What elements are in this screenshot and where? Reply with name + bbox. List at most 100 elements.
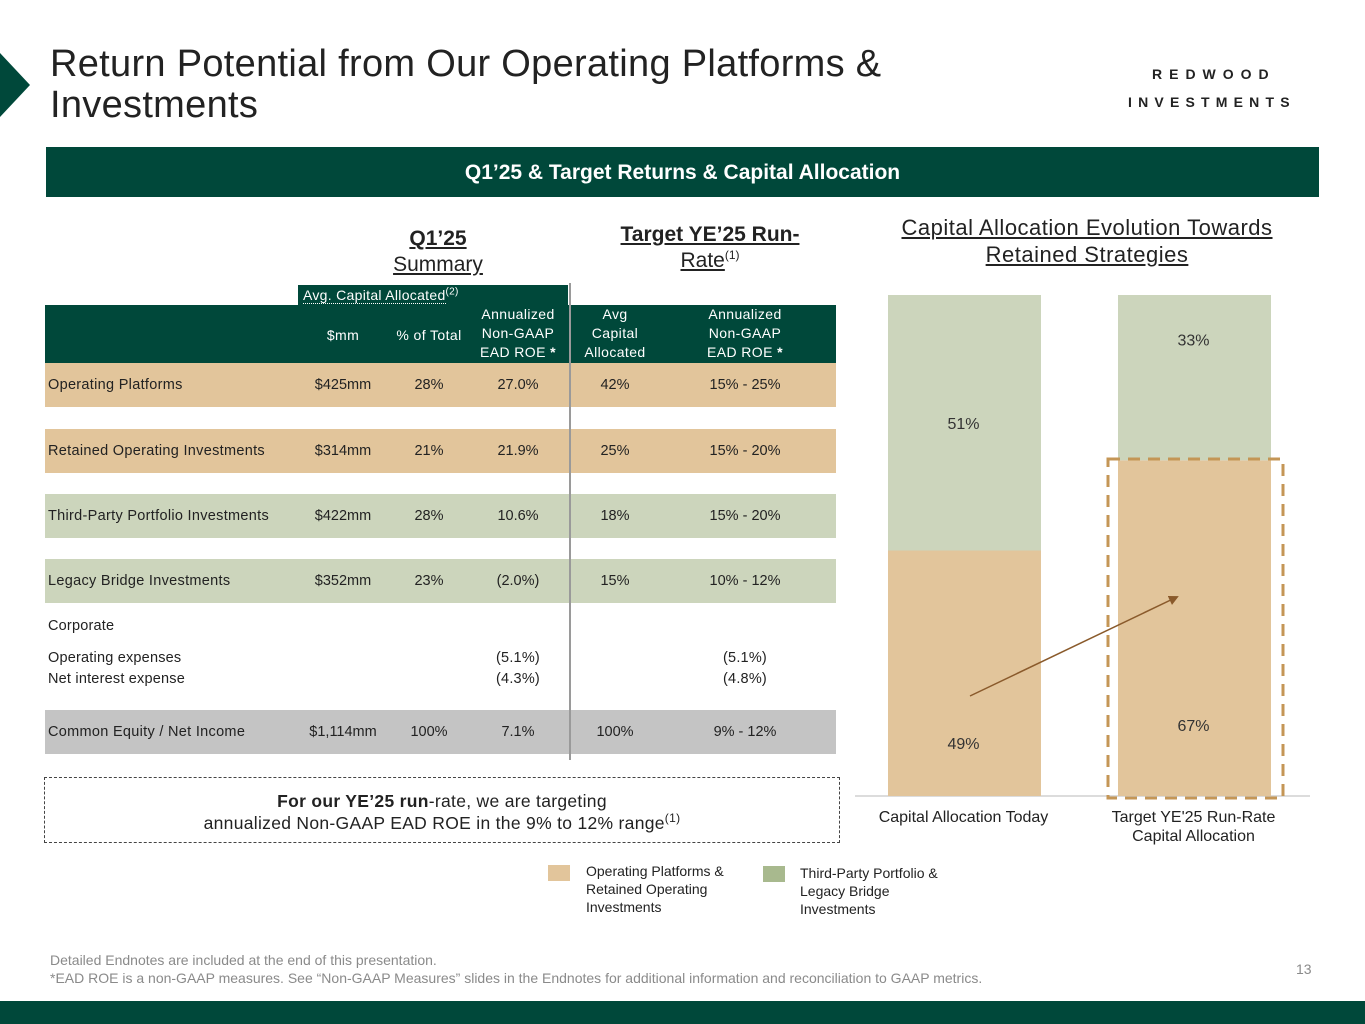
growth-arrow-icon <box>969 595 1179 697</box>
column-separator <box>569 283 571 760</box>
row-avg: 42% <box>600 377 630 393</box>
header-roe-line-3: EAD ROE <box>480 344 546 360</box>
row-pct: 21% <box>414 443 444 459</box>
header-avg-line-2: Capital <box>591 325 639 341</box>
row-target: 15% - 20% <box>709 508 781 524</box>
row-roe: (2.0%) <box>496 573 540 589</box>
target-heading-line-2: Rate <box>680 249 725 272</box>
target-note-box: For our YE’25 run-rate, we are targeting… <box>44 777 840 843</box>
header-roe-star: * <box>550 344 556 360</box>
q1-heading-line-2: Summary <box>393 253 483 276</box>
page-title: Return Potential from Our Operating Plat… <box>50 43 882 126</box>
chart-title: Capital Allocation Evolution Towards Ret… <box>901 215 1273 267</box>
header-troe-line-3: EAD ROE <box>707 344 773 360</box>
note-rest: -rate, we are targeting <box>428 791 607 811</box>
row-pct: 100% <box>410 724 448 740</box>
row-avg: 100% <box>596 724 634 740</box>
row-mm: $352mm <box>314 573 372 589</box>
header-troe-line-2: Non-GAAP <box>708 325 782 341</box>
header-avg-line-3: Allocated <box>584 344 646 360</box>
row-roe: 10.6% <box>497 508 539 524</box>
row-mm: $1,114mm <box>309 724 377 740</box>
legend-b-line-1: Third-Party Portfolio & <box>800 865 938 881</box>
row-avg: 15% <box>600 573 630 589</box>
page-number: 13 <box>1296 961 1312 977</box>
category-label-1-1: Capital Allocation <box>1132 828 1255 845</box>
table-row-third-party: Third-Party Portfolio Investments $422mm… <box>45 494 836 538</box>
footnote-line-2: *EAD ROE is a non-GAAP measures. See “No… <box>50 970 983 986</box>
header-roe-line-2: Non-GAAP <box>481 325 555 341</box>
logo-line-2: INVESTMENTS <box>1128 94 1296 110</box>
section-banner: Q1’25 & Target Returns & Capital Allocat… <box>46 147 1319 197</box>
header-roe-line-1: Annualized <box>481 306 555 322</box>
bar-1-series-1 <box>1118 295 1271 461</box>
row-roe: 27.0% <box>497 377 539 393</box>
header-target-roe: Annualized Non-GAAP EAD ROE * <box>685 305 805 362</box>
row-target: 15% - 20% <box>709 443 781 459</box>
category-label-0-0: Capital Allocation Today <box>879 809 1049 826</box>
note-bold: For our YE’25 run <box>277 791 429 811</box>
interest-target: (4.8%) <box>723 671 767 687</box>
table-row-total: Common Equity / Net Income $1,114mm 100%… <box>45 710 836 754</box>
row-label: Common Equity / Net Income <box>48 724 246 740</box>
logo-line-1: REDWOOD <box>1152 66 1276 82</box>
row-mm: $425mm <box>314 377 372 393</box>
row-avg: 18% <box>600 508 630 524</box>
legend-swatch-third-party <box>763 866 785 882</box>
footer-bar <box>0 1001 1365 1024</box>
legend-swatch-operating <box>548 865 570 881</box>
legend-b-line-3: Investments <box>800 901 876 917</box>
header-annualized-roe: Annualized Non-GAAP EAD ROE * <box>473 305 563 362</box>
footnotes: Detailed Endnotes are included at the en… <box>50 951 982 987</box>
bar-0-series-1 <box>888 295 1041 551</box>
title-arrow-icon <box>0 53 30 117</box>
legend-a-line-1: Operating Platforms & <box>586 863 724 879</box>
header-pct-total: % of Total <box>396 327 462 343</box>
row-target: 15% - 25% <box>709 377 781 393</box>
header-avg-capital: Avg Capital Allocated <box>570 305 660 362</box>
bar-label-1-0: 67% <box>1177 718 1209 735</box>
legend-label-third-party: Third-Party Portfolio & Legacy Bridge In… <box>800 864 938 918</box>
legend-a-line-3: Investments <box>586 899 662 915</box>
category-label-1-0: Target YE'25 Run-Rate <box>1112 809 1276 826</box>
table-row-retained-operating: Retained Operating Investments $314mm 21… <box>45 429 836 473</box>
row-target: 10% - 12% <box>709 573 781 589</box>
avg-capital-group-header: Avg. Capital Allocated(2) <box>298 285 568 306</box>
opex-label: Operating expenses <box>48 650 182 666</box>
q1-summary-heading: Q1’25 Summary <box>368 226 508 278</box>
bar-label-1-1: 33% <box>1177 333 1209 350</box>
target-heading-line-1: Target YE’25 Run- <box>620 223 800 246</box>
row-pct: 23% <box>414 573 444 589</box>
company-logo: REDWOOD INVESTMENTS <box>1120 66 1310 110</box>
opex-roe: (5.1%) <box>496 650 540 666</box>
table-row-legacy-bridge: Legacy Bridge Investments $352mm 23% (2.… <box>45 559 836 603</box>
interest-label: Net interest expense <box>48 671 185 687</box>
legend-label-operating: Operating Platforms & Retained Operating… <box>586 862 724 916</box>
row-avg: 25% <box>600 443 630 459</box>
row-mm: $314mm <box>314 443 372 459</box>
bar-label-0-1: 51% <box>947 416 979 433</box>
corporate-label: Corporate <box>48 618 115 634</box>
avg-capital-group-label: Avg. Capital Allocated <box>303 287 446 304</box>
opex-target: (5.1%) <box>723 650 767 666</box>
row-pct: 28% <box>414 377 444 393</box>
bar-label-0-0: 49% <box>947 736 979 753</box>
row-label: Third-Party Portfolio Investments <box>48 508 270 524</box>
header-mm: $mm <box>326 327 360 343</box>
row-label: Retained Operating Investments <box>48 443 265 459</box>
row-pct: 28% <box>414 508 444 524</box>
header-troe-star: * <box>777 344 783 360</box>
bar-0-series-0 <box>888 550 1041 796</box>
note-sup: (1) <box>664 811 681 826</box>
target-highlight-box <box>1106 457 1285 800</box>
table-header: $mm % of Total Annualized Non-GAAP EAD R… <box>45 305 836 363</box>
target-heading: Target YE’25 Run- Rate(1) <box>590 222 830 274</box>
bar-1-series-0 <box>1118 460 1271 796</box>
note-line-2: annualized Non-GAAP EAD ROE in the 9% to… <box>203 813 665 833</box>
q1-heading-line-1: Q1’25 <box>409 227 467 250</box>
header-troe-line-1: Annualized <box>708 306 782 322</box>
row-target: 9% - 12% <box>713 724 777 740</box>
target-heading-sup: (1) <box>724 248 740 262</box>
row-label: Operating Platforms <box>48 377 183 393</box>
